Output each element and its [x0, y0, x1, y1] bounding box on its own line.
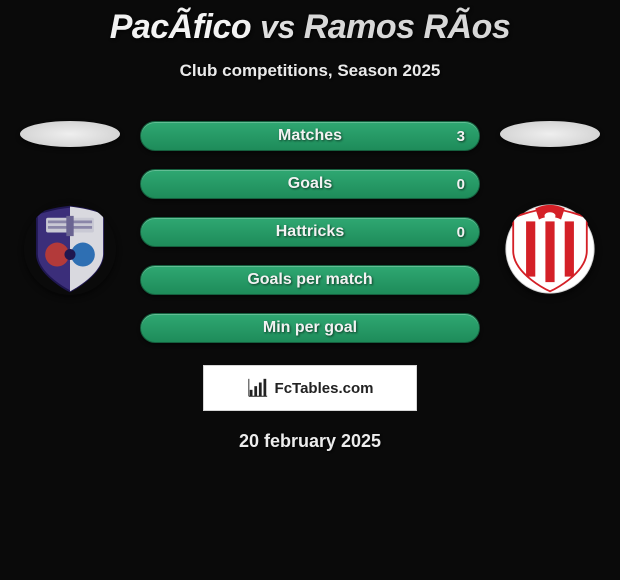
stat-label: Goals [288, 175, 332, 193]
bar-chart-icon [247, 377, 269, 399]
team-a-name: PacÃfico [110, 8, 252, 46]
right-side-col [490, 121, 610, 295]
stats-column: Matches 3 Goals 0 Hattricks 0 Goals per … [140, 121, 480, 343]
stat-label: Min per goal [263, 319, 357, 337]
stat-value: 3 [457, 128, 465, 145]
date-label: 20 february 2025 [0, 431, 620, 452]
shield-icon [504, 203, 596, 295]
stat-label: Hattricks [276, 223, 344, 241]
stat-goals-per-match: Goals per match [140, 265, 480, 295]
widget-root: PacÃfico vs Ramos RÃos Club competitions… [0, 0, 620, 452]
stat-label: Matches [278, 127, 342, 145]
team-b-name: Ramos RÃos [304, 8, 511, 46]
left-ellipse [20, 121, 120, 147]
team-b-crest [504, 203, 596, 295]
left-side-col [10, 121, 130, 295]
stat-value: 0 [457, 176, 465, 193]
stat-min-per-goal: Min per goal [140, 313, 480, 343]
stat-matches: Matches 3 [140, 121, 480, 151]
stat-value: 0 [457, 224, 465, 241]
team-a-crest [24, 203, 116, 295]
stat-label: Goals per match [247, 271, 372, 289]
attribution-box[interactable]: FcTables.com [203, 365, 417, 411]
right-ellipse [500, 121, 600, 147]
stat-hattricks: Hattricks 0 [140, 217, 480, 247]
match-title: PacÃfico vs Ramos RÃos [0, 8, 620, 47]
stat-goals: Goals 0 [140, 169, 480, 199]
body-row: Matches 3 Goals 0 Hattricks 0 Goals per … [0, 121, 620, 343]
competition-subtitle: Club competitions, Season 2025 [0, 61, 620, 81]
shield-icon [24, 203, 116, 295]
vs-label: vs [260, 9, 295, 45]
attribution-text: FcTables.com [275, 380, 374, 397]
